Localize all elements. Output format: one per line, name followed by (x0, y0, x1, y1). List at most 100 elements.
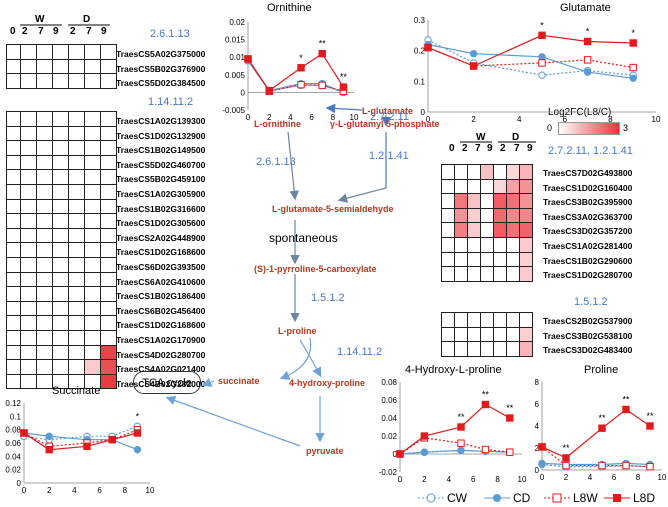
heatmap-row (441, 312, 533, 328)
data-point-cd (133, 445, 142, 454)
series-line-cd (399, 449, 510, 455)
gene-label: TraesCS1D02G168600 (116, 320, 206, 331)
heatmap-cell (20, 169, 37, 185)
heatmap-cell (84, 198, 101, 215)
data-point-l8d (265, 86, 273, 95)
heatmap-cell (100, 44, 117, 60)
data-point-cd (538, 459, 546, 468)
x-tick-label: 8 (331, 113, 336, 120)
heatmap-cell (52, 329, 69, 346)
y-tick-label: -0.02 (379, 468, 398, 477)
heatmap-cell (84, 169, 101, 185)
significance-mark: ** (562, 443, 570, 453)
hm3-col-w: W (476, 132, 486, 143)
hm2-ec-label: 1.14.11.2 (148, 96, 194, 108)
x-tick-label: 8 (495, 475, 500, 484)
gene-label: TraesCS3D02G357200 (543, 226, 633, 237)
data-point-l8d (297, 64, 305, 72)
data-point-l8d (420, 432, 429, 440)
heatmap-row (6, 169, 117, 185)
hm1-ec-label: 2.6.1.13 (150, 28, 190, 40)
chart-title-succinate: Succinate (52, 385, 101, 397)
y-tick-label: 0.08 (381, 378, 397, 387)
heatmap-cell (6, 73, 21, 89)
colorbar-min: 0 (547, 123, 553, 133)
data-point-l8w (598, 461, 606, 470)
significance-mark: * (136, 411, 140, 421)
significance-mark: ** (457, 412, 465, 422)
y-tick-label: 0.1 (10, 412, 22, 421)
heatmap-row (6, 58, 117, 75)
gene-label: TraesCS3A02G363700 (543, 211, 633, 222)
heatmap-cell (454, 326, 468, 343)
hm-col-zero: 0 (10, 26, 16, 37)
hm3-col-t4: 2 (500, 143, 506, 154)
heatmap-cell (68, 154, 85, 171)
hm3-gene-list: TraesCS7D02G493800 TraesCS1D02G160400 Trae… (543, 166, 632, 283)
y-tick-label: 8 (535, 378, 540, 387)
data-point-l8d (629, 39, 637, 47)
data-point-l8d (562, 454, 570, 462)
heatmap-cell (480, 193, 494, 209)
hm1-gene-list: TraesCS5A02G375000 TraesCS5B02G376900 Trae… (116, 47, 205, 91)
x-tick-label: 8 (608, 115, 613, 124)
hm3-col-d: D (512, 132, 520, 143)
heatmap-cell (6, 373, 21, 390)
chart-glutamate: 0 0.1 0.2 0.3 0 2 4 6 8 10 * * * (414, 16, 661, 124)
heatmap-cell (480, 341, 494, 357)
heatmap-1-14-11-2 (6, 111, 117, 390)
heatmap-cell (467, 326, 481, 343)
heatmap-cell (84, 154, 101, 171)
heatmap-cell (36, 198, 53, 215)
hm3-col-t1: 2 (462, 143, 468, 154)
heatmap-cell (493, 236, 507, 253)
series-line-cd (541, 462, 651, 466)
significance-mark: ** (506, 403, 514, 413)
heatmap-cell (52, 256, 69, 273)
heatmap-cell (6, 286, 21, 302)
x-tick-label: 10 (652, 115, 661, 124)
series-line-l8d (399, 403, 511, 455)
gene-label: TraesCS4D02G280700 (116, 349, 206, 360)
gene-label: TraesCS1D02G305600 (116, 218, 206, 229)
gene-label: TraesCS1A02G139300 (116, 116, 206, 126)
heatmap-cell (68, 169, 85, 185)
legend-cd-label: CD (513, 491, 531, 505)
heatmap-row (6, 73, 117, 89)
colorbar-max: 3 (623, 123, 629, 133)
heatmap-cell (68, 140, 85, 156)
heatmap-cell (36, 373, 53, 390)
heatmap-cell (100, 242, 117, 258)
gene-label: TraesCS1A02G170900 (116, 334, 206, 345)
heatmap-cell (480, 207, 494, 224)
gene-label: TraesCS3B02G538100 (543, 330, 633, 341)
step-spontaneous: spontaneous (269, 231, 338, 245)
y-tick-label: 0.01 (229, 53, 245, 62)
x-tick-label: 4 (447, 475, 452, 484)
heatmap-row (6, 359, 117, 375)
heatmap-cell (519, 326, 533, 343)
heatmap-cell (52, 227, 69, 244)
gene-label: TraesCS1B02G290600 (543, 255, 633, 266)
heatmap-cell (100, 73, 117, 89)
heatmap-row (6, 44, 117, 60)
heatmap-row (6, 315, 117, 331)
heatmap-cell (441, 178, 455, 195)
data-point-l8d (598, 424, 606, 432)
x-tick-label: 10 (146, 486, 155, 495)
heatmap-cell (20, 300, 37, 317)
x-tick-label: 6 (309, 113, 314, 120)
gene-label: TraesCS3D02G483400 (543, 345, 633, 356)
heatmap-cell (52, 183, 69, 200)
y-tick-label: 0.02 (229, 18, 245, 27)
data-point-l8d (457, 423, 465, 431)
gene-label: TraesCS1B02G149500 (116, 145, 206, 156)
data-point-l8d (396, 450, 404, 458)
legend-cd-marker (493, 494, 501, 502)
data-point-l8d (622, 405, 630, 414)
x-tick-label: 0 (246, 113, 251, 120)
heatmap-row (6, 125, 117, 142)
heatmap-cell (467, 193, 481, 209)
data-point-l8w (457, 439, 465, 447)
